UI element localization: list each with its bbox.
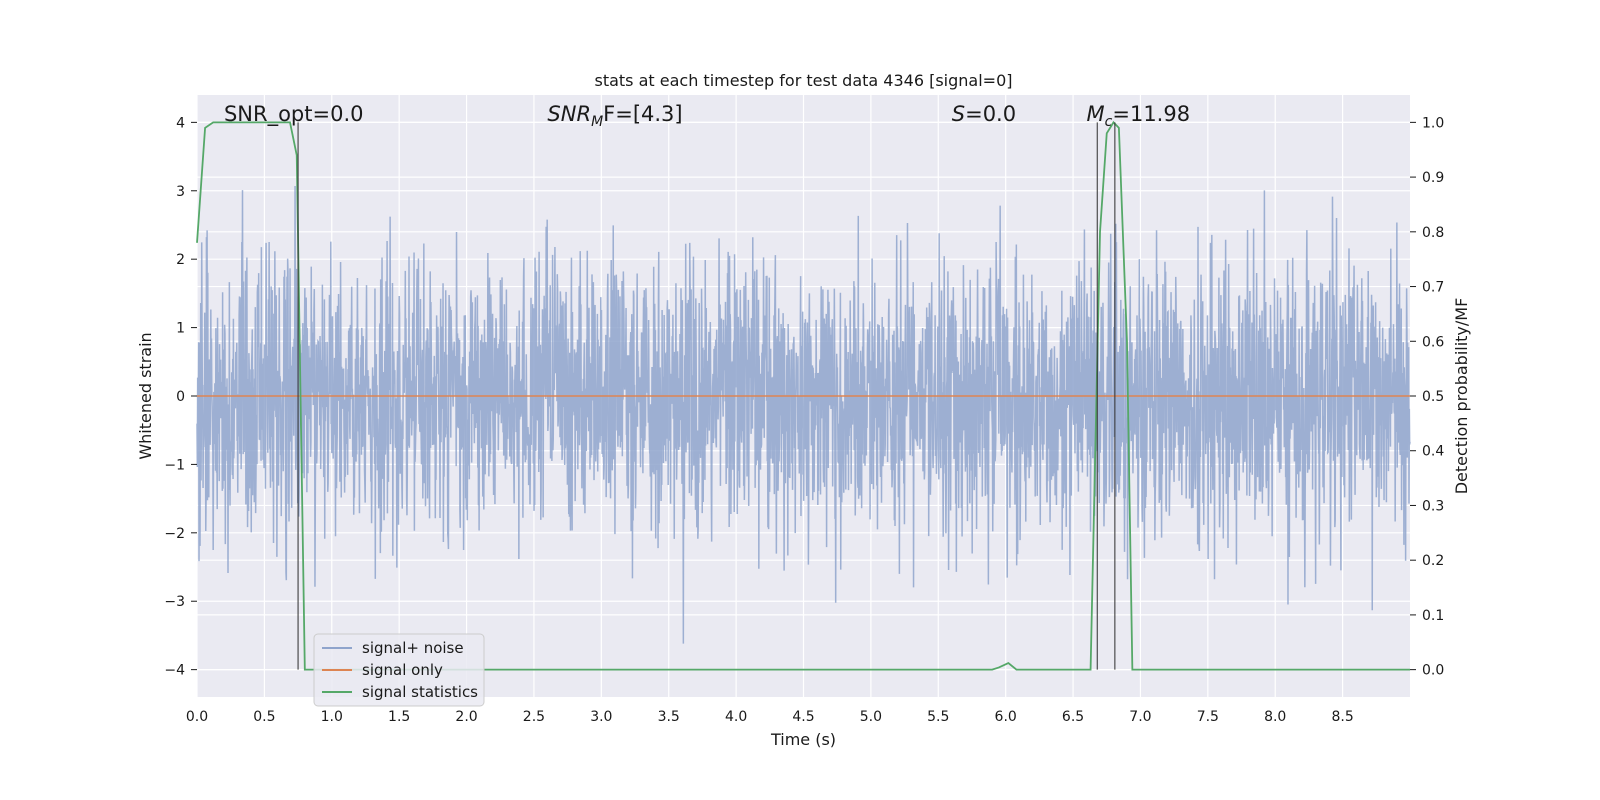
y2-tick-label: 0.3: [1422, 498, 1444, 514]
vertical-markers: [297, 122, 1116, 670]
legend-entry: signal statistics: [362, 683, 478, 701]
y2-tick-label: 1.0: [1422, 115, 1444, 131]
tick-labels: 0.0 0.5 1.0 1.5 2.0 2.5 3.0 3.5 4.0 4.5 5.0 5.5 6.0 6…: [164, 115, 1444, 725]
x-tick-label: 1.5: [388, 709, 410, 725]
x-tick-label: 3.5: [658, 709, 680, 725]
y-tick-label: 3: [176, 184, 185, 200]
annotation: SNRMF=[4.3]: [547, 102, 682, 130]
x-tick-label: 0.5: [253, 709, 275, 725]
x-axis-label: Time (s): [770, 730, 836, 749]
chart-title: stats at each timestep for test data 434…: [594, 71, 1012, 90]
y2-axis-label: Detection probability/MF: [1452, 298, 1471, 495]
x-tick-label: 5.0: [860, 709, 882, 725]
noise-series: [196, 185, 1411, 644]
x-tick-label: 1.0: [321, 709, 343, 725]
y2-tick-label: 0.9: [1422, 170, 1444, 186]
y-tick-label: 0: [176, 389, 185, 405]
x-tick-label: 7.5: [1197, 709, 1219, 725]
legend-entry: signal+ noise: [362, 639, 464, 657]
y-tick-label: −1: [164, 457, 185, 473]
x-tick-label: 4.0: [725, 709, 747, 725]
annotation: SNR_opt=0.0: [224, 102, 364, 127]
y2-tick-label: 0.2: [1422, 553, 1444, 569]
legend-entry: signal only: [362, 661, 443, 679]
x-tick-label: 0.0: [186, 709, 208, 725]
series-signal-noise: [196, 185, 1411, 644]
y2-tick-label: 0.5: [1422, 389, 1444, 405]
series-lines: [196, 120, 1410, 671]
x-tick-label: 4.5: [792, 709, 814, 725]
x-tick-label: 2.5: [523, 709, 545, 725]
x-tick-label: 2.0: [455, 709, 477, 725]
x-tick-label: 8.0: [1264, 709, 1286, 725]
y-tick-label: 4: [176, 115, 185, 131]
x-tick-label: 3.0: [590, 709, 612, 725]
annotation: Mc=11.98: [1087, 102, 1191, 130]
series-signal-statistics: [196, 120, 1410, 671]
x-tick-label: 7.0: [1129, 709, 1151, 725]
annotations: SNR_opt=0.0 SNRMF=[4.3] S=0.0 Mc=11.98: [224, 102, 1190, 130]
legend-box: [313, 633, 485, 707]
x-tick-label: 8.5: [1331, 709, 1353, 725]
x-tick-label: 6.0: [995, 709, 1017, 725]
y2-tick-label: 0.4: [1422, 444, 1444, 460]
y-tick-label: 2: [176, 252, 185, 268]
y2-tick-label: 0.8: [1422, 225, 1444, 241]
y-axis-label: Whitened strain: [136, 332, 155, 459]
annotation: S=0.0: [952, 102, 1016, 126]
y-tick-label: −4: [164, 663, 185, 679]
y2-tick-label: 0.0: [1422, 663, 1444, 679]
legend: signal+ noise signal only signal statistic…: [313, 633, 485, 707]
x-tick-label: 5.5: [927, 709, 949, 725]
y-tick-label: 1: [176, 321, 185, 337]
y2-tick-label: 0.1: [1422, 608, 1444, 624]
y2-tick-label: 0.7: [1422, 280, 1444, 296]
x-tick-label: 6.5: [1062, 709, 1084, 725]
y-tick-label: −3: [164, 594, 185, 610]
y2-tick-label: 0.6: [1422, 334, 1444, 350]
y-tick-label: −2: [164, 526, 185, 542]
